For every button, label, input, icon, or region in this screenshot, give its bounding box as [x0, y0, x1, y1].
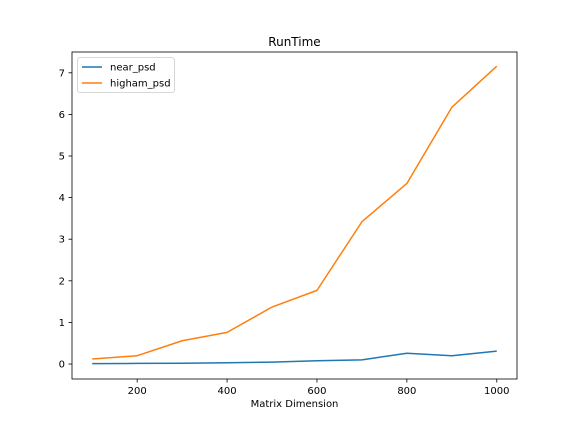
y-axis-ticks: 0 1 2 3 4 5 6 7 [59, 68, 72, 371]
legend: near_psd higham_psd [77, 57, 175, 93]
y-tick-label: 2 [59, 276, 65, 287]
x-tick-label: 400 [218, 386, 237, 397]
series-line-near_psd [92, 350, 497, 365]
x-tick-label: 200 [128, 386, 147, 397]
y-tick-label: 0 [59, 360, 65, 371]
chart-title: RunTime [268, 35, 320, 49]
y-tick-label: 4 [59, 193, 65, 204]
y-tick-label: 5 [59, 152, 65, 163]
y-tick-label: 6 [59, 110, 65, 121]
x-tick-label: 1000 [484, 386, 509, 397]
y-tick-label: 3 [59, 235, 65, 246]
plot-lines [92, 65, 498, 365]
x-tick-label: 600 [307, 386, 326, 397]
legend-label-near_psd: near_psd [110, 63, 156, 74]
series-line-higham_psd [92, 65, 498, 360]
x-tick-label: 800 [397, 386, 416, 397]
legend-label-higham_psd: higham_psd [110, 79, 171, 90]
y-tick-label: 7 [59, 68, 65, 79]
x-axis-ticks: 200 400 600 800 1000 [128, 379, 509, 397]
x-axis-label: Matrix Dimension [251, 399, 339, 410]
plot-frame [71, 51, 518, 380]
y-tick-label: 1 [59, 318, 65, 329]
